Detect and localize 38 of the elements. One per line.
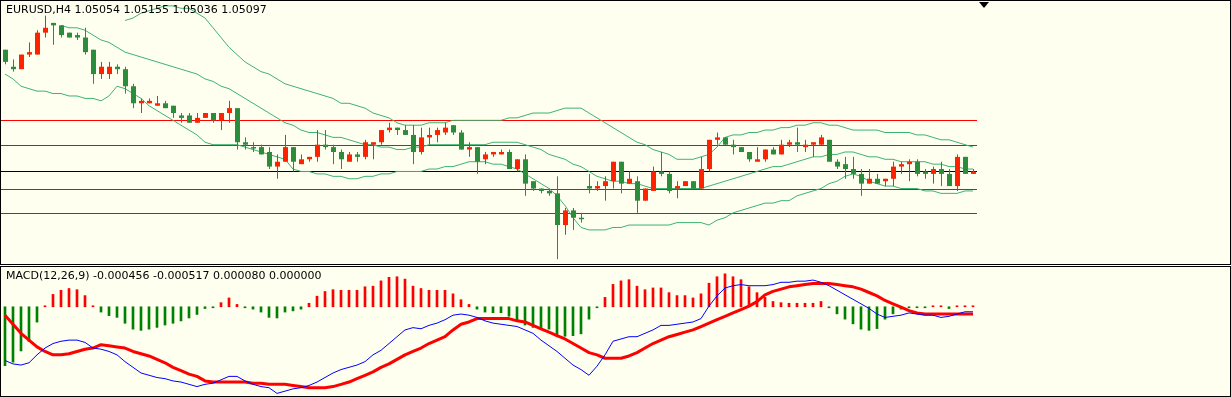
candlestick	[795, 127, 800, 153]
chart-title: MACD(12,26,9) -0.000456 -0.000517 0.000080 0.000000	[6, 269, 322, 282]
candlestick	[635, 175, 640, 214]
candlestick	[619, 161, 624, 194]
candlestick	[939, 161, 944, 187]
candlestick	[35, 29, 40, 56]
candlestick	[571, 207, 576, 231]
candlestick	[563, 207, 568, 236]
candlestick	[851, 156, 856, 180]
candlestick	[123, 66, 128, 95]
candlestick	[283, 134, 288, 163]
candlestick	[83, 27, 88, 56]
candlestick	[603, 175, 608, 202]
candlestick	[587, 173, 592, 194]
candlestick	[611, 161, 616, 190]
candlestick	[419, 127, 424, 155]
candlestick	[131, 83, 136, 109]
candlestick	[267, 146, 272, 170]
bar	[203, 306, 207, 309]
candlestick	[667, 170, 672, 194]
candlestick	[43, 15, 48, 39]
candlestick	[331, 144, 336, 165]
candlestick	[339, 149, 344, 170]
candlestick	[475, 146, 480, 175]
candlestick	[411, 124, 416, 165]
candlestick	[651, 166, 656, 192]
candlestick	[699, 156, 704, 190]
bar	[947, 306, 951, 309]
candlestick	[659, 151, 664, 177]
candlestick	[363, 139, 368, 160]
candlestick	[891, 161, 896, 187]
candlestick	[275, 153, 280, 180]
candlestick	[859, 168, 864, 197]
candlestick	[227, 100, 232, 124]
candlestick	[843, 156, 848, 180]
candlestick	[291, 146, 296, 172]
candlestick	[315, 129, 320, 163]
candlestick	[459, 129, 464, 151]
